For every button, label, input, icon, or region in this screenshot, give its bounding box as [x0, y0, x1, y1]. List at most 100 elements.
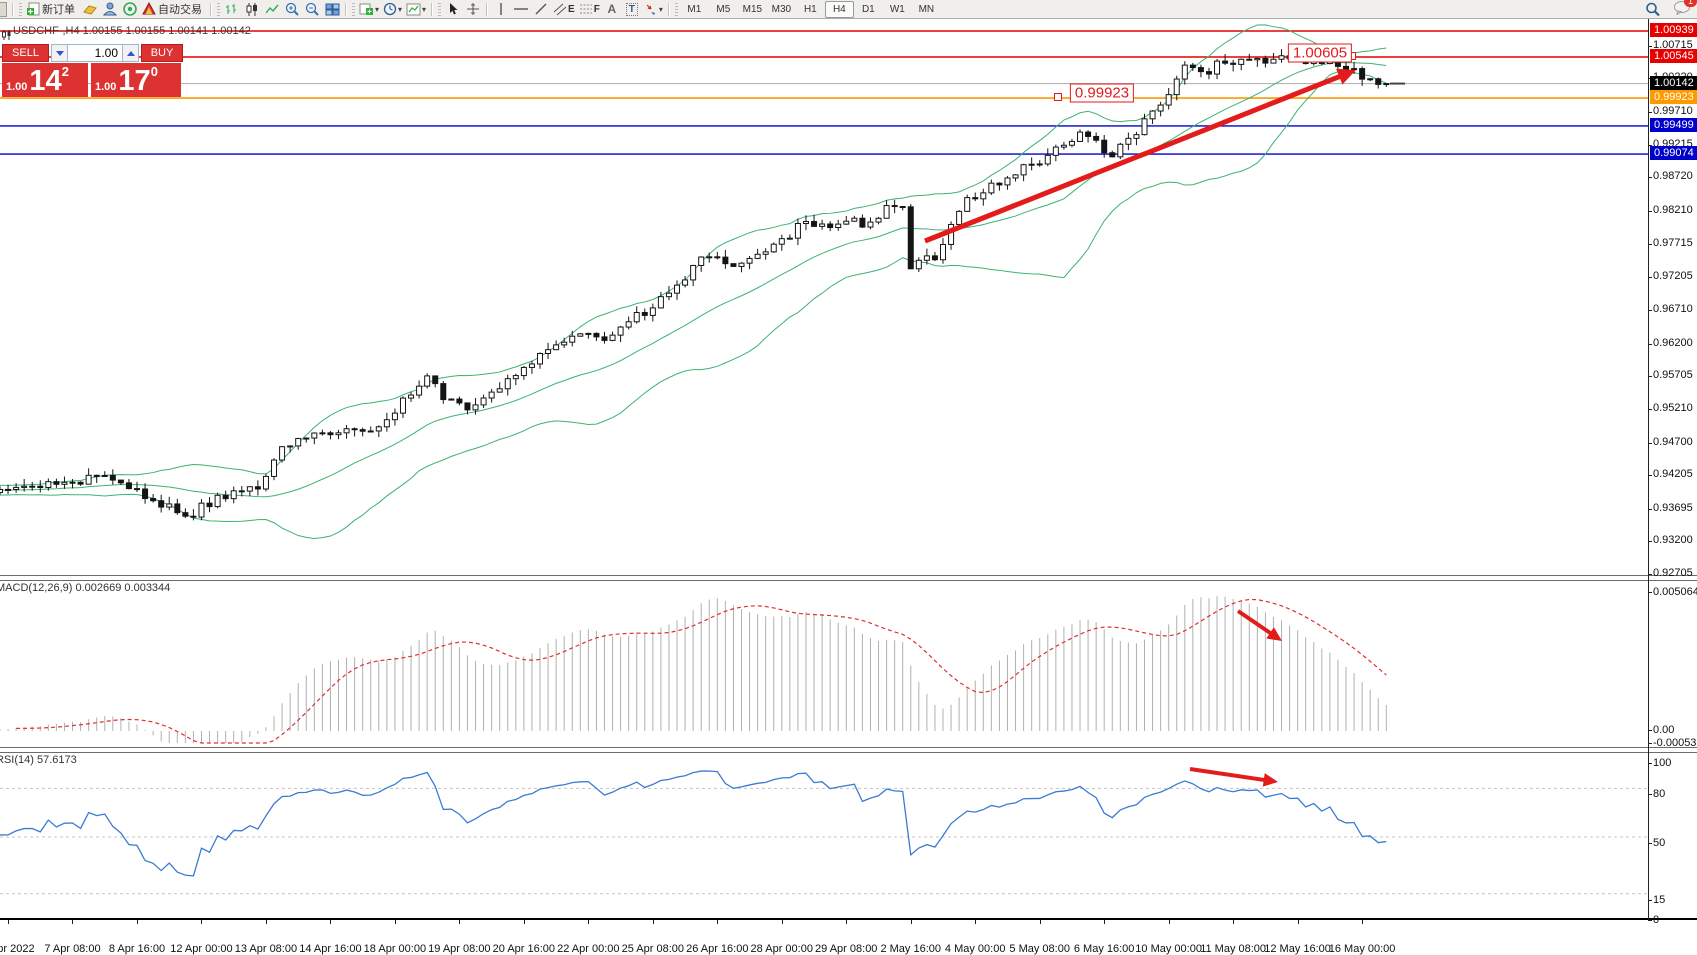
text-tool-button[interactable]: A — [603, 1, 621, 17]
volume-decrease-button[interactable] — [51, 44, 68, 62]
vertical-line-tool-button[interactable] — [492, 1, 510, 17]
horizontal-line-tool-button[interactable] — [512, 1, 530, 17]
time-tick-mark — [1362, 920, 1364, 924]
pane-splitter[interactable] — [0, 747, 1697, 753]
timeframe-button-h1[interactable]: H1 — [803, 3, 817, 15]
price-axis-label: 0.94700 — [1653, 435, 1693, 448]
toolbar-grip[interactable] — [19, 2, 22, 16]
time-axis-label: 20 Apr 16:00 — [492, 943, 556, 955]
template-button[interactable]: ▾ — [405, 1, 427, 17]
price-annotation-1.00605[interactable]: 1.00605 — [1287, 43, 1353, 63]
rsi-scale-label: 100 — [1653, 757, 1672, 769]
time-tick-mark — [588, 920, 590, 924]
time-tick-mark — [330, 920, 332, 924]
timeframe-button-w1[interactable]: W1 — [889, 3, 905, 15]
time-tick-mark — [523, 920, 525, 924]
macd-scale-label: 0.00 — [1653, 724, 1675, 736]
clipped-window-icon — [0, 1, 7, 17]
price-tick-mark — [1648, 442, 1652, 444]
time-tick-mark — [1297, 920, 1299, 924]
trend-arrow-annotation[interactable] — [1262, 773, 1278, 787]
time-axis-label: 12 May 16:00 — [1264, 943, 1331, 955]
auto-trading-button[interactable]: 自动交易 — [141, 1, 206, 17]
new-chart-button[interactable]: ▾ — [358, 1, 380, 17]
price-axis-label: 0.98210 — [1653, 204, 1693, 216]
zoom-out-icon — [305, 2, 320, 16]
time-axis-label: 28 Apr 00:00 — [750, 943, 813, 955]
chart-title-ohlc: USDCHF-,H4 1.00155 1.00155 1.00141 1.001… — [13, 25, 251, 37]
volume-input[interactable]: 1.00 — [68, 44, 122, 62]
crosshair-tool-button[interactable] — [464, 1, 482, 17]
zoom-in-button[interactable] — [283, 1, 301, 17]
period-button[interactable]: ▾ — [382, 1, 403, 17]
time-tick-mark — [1233, 920, 1235, 924]
timeframe-button-m15[interactable]: M15 — [742, 3, 763, 15]
price-tick-mark — [1648, 211, 1652, 212]
price-tick-mark — [1648, 144, 1652, 146]
new-order-button[interactable]: 新订单 — [25, 1, 79, 17]
timeframe-button-m5[interactable]: M5 — [716, 3, 731, 15]
metaeditor-button[interactable] — [81, 1, 99, 17]
macd-pane[interactable] — [0, 579, 1697, 747]
clock-icon — [383, 2, 397, 16]
trend-arrow-annotation[interactable] — [1266, 627, 1282, 641]
metaeditor-icon — [82, 3, 98, 16]
one-click-trading-panel: SELL 1.00 BUY 1.00 14 2 1.00 17 0 — [2, 44, 183, 97]
volume-increase-button[interactable] — [122, 44, 139, 62]
price-annotation-0.99923[interactable]: 0.99923 — [1069, 83, 1135, 103]
toolbar-separator — [486, 2, 489, 16]
time-tick-mark — [201, 920, 203, 924]
timeframe-button-d1[interactable]: D1 — [861, 3, 875, 15]
zoom-out-button[interactable] — [303, 1, 321, 17]
search-button[interactable] — [1644, 1, 1662, 17]
signals-button[interactable] — [121, 1, 139, 17]
channel-tool-button[interactable]: E — [552, 1, 576, 17]
tile-windows-button[interactable] — [323, 1, 341, 17]
toolbar-grip[interactable] — [674, 2, 678, 16]
cursor-tool-button[interactable] — [444, 1, 462, 17]
timeframe-button-m1[interactable]: M1 — [687, 3, 702, 15]
time-tick-mark — [717, 920, 719, 924]
buy-price-display[interactable]: 1.00 17 0 — [91, 63, 181, 97]
pane-splitter[interactable] — [0, 575, 1697, 581]
rsi-tick-mark — [1648, 900, 1652, 901]
fibonacci-tool-button[interactable]: F — [578, 1, 601, 17]
price-tick-mark — [1648, 508, 1652, 510]
time-tick-mark — [846, 920, 848, 924]
time-axis-label: 8 Apr 16:00 — [108, 943, 166, 955]
time-axis-label: 6 Apr 2022 — [0, 943, 35, 955]
buy-price-base: 1.00 — [95, 81, 117, 93]
price-axis-label: 0.98720 — [1653, 170, 1693, 183]
price-level-badge: 1.00545 — [1650, 48, 1697, 63]
price-tick-mark — [1648, 541, 1652, 543]
macd-scale-label: -0.000536 — [1653, 737, 1697, 749]
text-label-tool-button[interactable]: T — [623, 1, 641, 17]
price-axis-label: 0.96710 — [1653, 302, 1693, 315]
toolbar-grip[interactable] — [217, 2, 220, 16]
terminal-button[interactable] — [101, 1, 119, 17]
bar-chart-mode-button[interactable] — [223, 1, 241, 17]
candlestick-mode-button[interactable] — [243, 1, 261, 17]
chart-area[interactable]: USDCHF-,H4 1.00155 1.00155 1.00141 1.001… — [0, 19, 1697, 955]
time-tick-mark — [652, 920, 654, 924]
arrows-tool-button[interactable]: ▾ — [643, 1, 664, 17]
notifications-button[interactable]: 1 — [1673, 0, 1697, 18]
triangle-up-icon — [126, 50, 135, 56]
timeframe-toolbar: M1 M5 M15 M30 H1 H4 D1 W1 MN — [680, 0, 941, 18]
timeframe-button-m30[interactable]: M30 — [771, 3, 792, 15]
line-chart-mode-button[interactable] — [263, 1, 281, 17]
rsi-pane[interactable] — [0, 751, 1697, 919]
main-toolbar: 新订单 自动交易 ▾ ▾ ▾ E F — [0, 0, 1697, 19]
timeframe-button-h4[interactable]: H4 — [824, 0, 854, 18]
toolbar-grip[interactable] — [352, 2, 355, 16]
timeframe-button-mn[interactable]: MN — [918, 3, 935, 15]
trendline-tool-button[interactable] — [532, 1, 550, 17]
sell-price-display[interactable]: 1.00 14 2 — [2, 63, 88, 97]
trend-arrow-annotation[interactable] — [1336, 68, 1356, 85]
annotation-handle[interactable] — [1054, 93, 1062, 101]
toolbar-grip[interactable] — [438, 2, 442, 16]
sell-button[interactable]: SELL — [2, 44, 49, 62]
main-price-pane[interactable] — [0, 19, 1697, 576]
buy-price-point: 0 — [150, 64, 158, 79]
buy-button[interactable]: BUY — [141, 44, 183, 62]
